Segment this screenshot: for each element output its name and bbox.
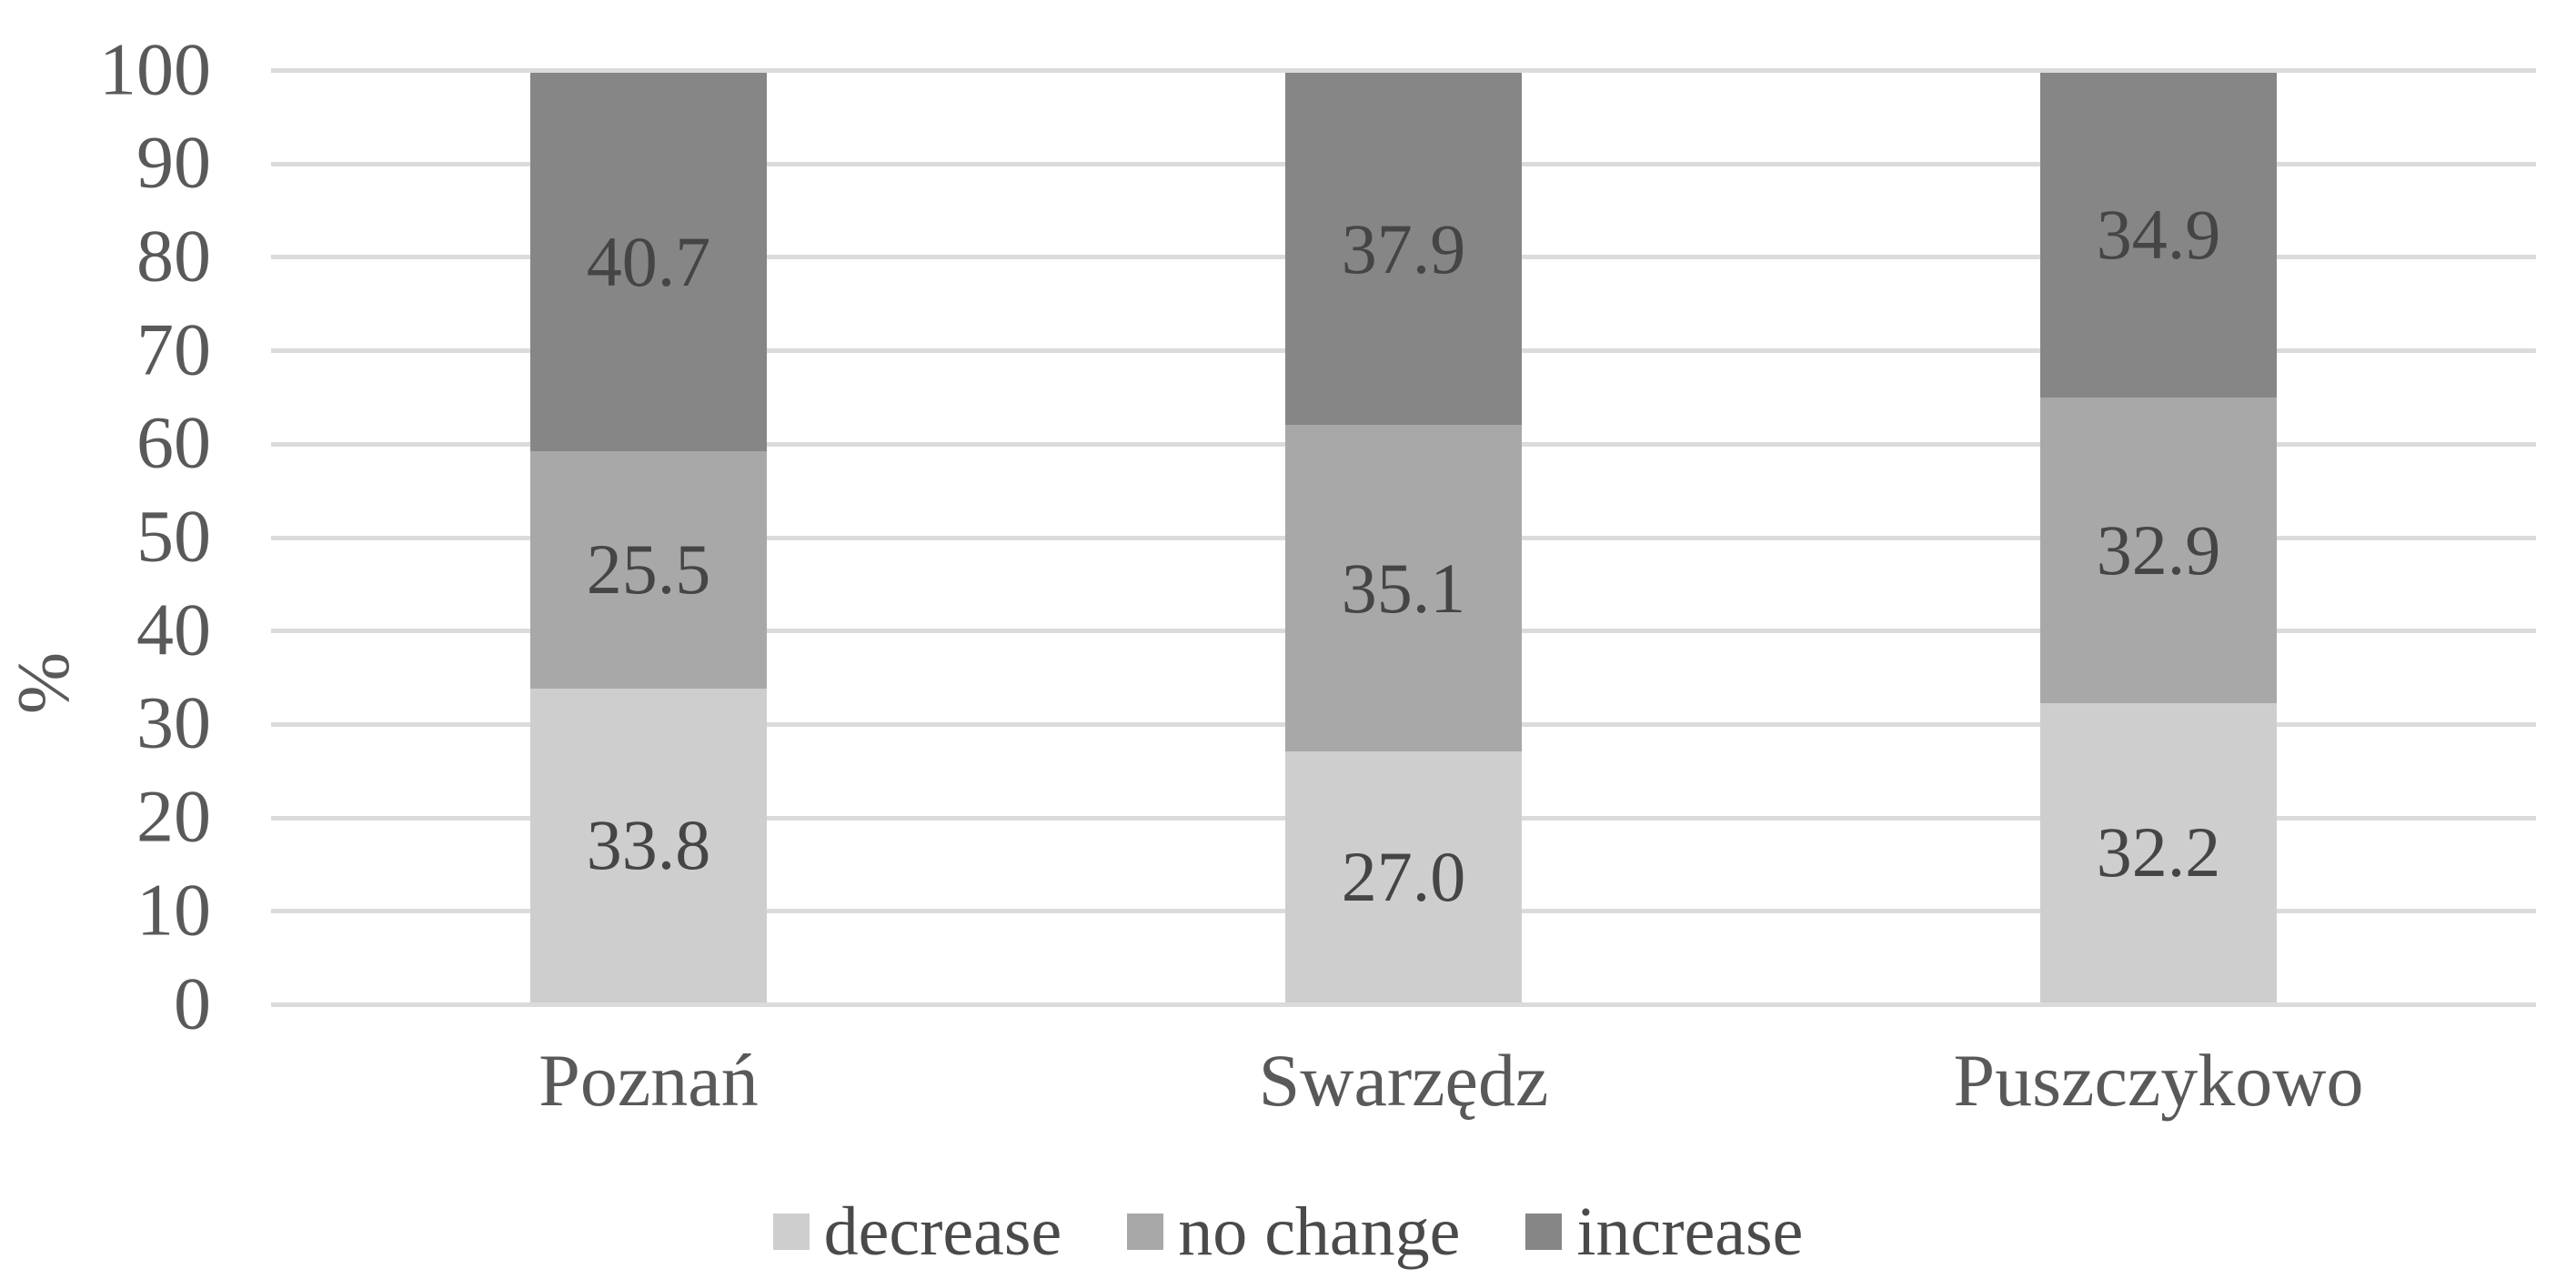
segment-increase: 37.9 [1285, 73, 1522, 426]
y-tick-label: 70 [136, 307, 211, 390]
data-label: 33.8 [586, 805, 711, 885]
legend-label: increase [1576, 1193, 1804, 1270]
y-tick-label: 100 [99, 26, 211, 110]
bar-Poznań: 33.8 25.5 40.7 [530, 73, 767, 1002]
category-label: Swarzędz [1258, 1039, 1549, 1122]
legend-label: decrease [823, 1193, 1062, 1270]
legend-item-increase: increase [1525, 1197, 1803, 1266]
segment-decrease: 33.8 [530, 688, 767, 1002]
bar-Puszczykowo: 32.2 32.9 34.9 [2040, 73, 2277, 1002]
y-tick-label: 10 [136, 868, 211, 952]
y-tick-label: 80 [136, 214, 211, 297]
legend-swatch [1127, 1214, 1164, 1250]
data-label: 37.9 [1341, 208, 1466, 288]
y-tick-label: 90 [136, 120, 211, 204]
gridline [271, 68, 2536, 73]
segment-no-change: 25.5 [530, 450, 767, 689]
segment-increase: 40.7 [530, 73, 767, 451]
category-label: Poznań [538, 1039, 759, 1122]
data-label: 27.0 [1341, 837, 1466, 917]
legend-item-no-change: no change [1127, 1197, 1460, 1266]
data-label: 32.9 [2096, 509, 2221, 589]
segment-increase: 34.9 [2040, 73, 2277, 398]
y-tick-label: 20 [136, 774, 211, 858]
legend-label: no change [1178, 1193, 1461, 1270]
plot-area: 33.8 25.5 40.7 27.0 35.1 37.9 32.2 32.9 34.9 [271, 68, 2536, 1007]
data-label: 34.9 [2096, 195, 2221, 275]
bar-Swarzędz: 27.0 35.1 37.9 [1285, 73, 1522, 1002]
category-label: Puszczykowo [1953, 1039, 2364, 1122]
y-axis-tick-labels: 0 10 20 30 40 50 60 70 80 90 100 [0, 0, 211, 1279]
y-tick-label: 30 [136, 680, 211, 764]
segment-decrease: 32.2 [2040, 702, 2277, 1002]
legend-swatch [772, 1214, 810, 1250]
segment-no-change: 32.9 [2040, 397, 2277, 703]
legend-swatch [1525, 1214, 1563, 1250]
legend: decrease no change increase [0, 1197, 2576, 1266]
y-tick-label: 60 [136, 400, 211, 484]
y-tick-label: 40 [136, 588, 211, 671]
legend-item-decrease: decrease [772, 1193, 1062, 1270]
y-tick-label: 0 [174, 961, 211, 1044]
data-label: 32.2 [2096, 812, 2221, 892]
segment-decrease: 27.0 [1285, 751, 1522, 1002]
y-tick-label: 50 [136, 494, 211, 578]
data-label: 25.5 [586, 529, 711, 609]
gridline [271, 1002, 2536, 1007]
segment-no-change: 35.1 [1285, 425, 1522, 752]
data-label: 35.1 [1341, 548, 1466, 628]
data-label: 40.7 [586, 221, 711, 301]
